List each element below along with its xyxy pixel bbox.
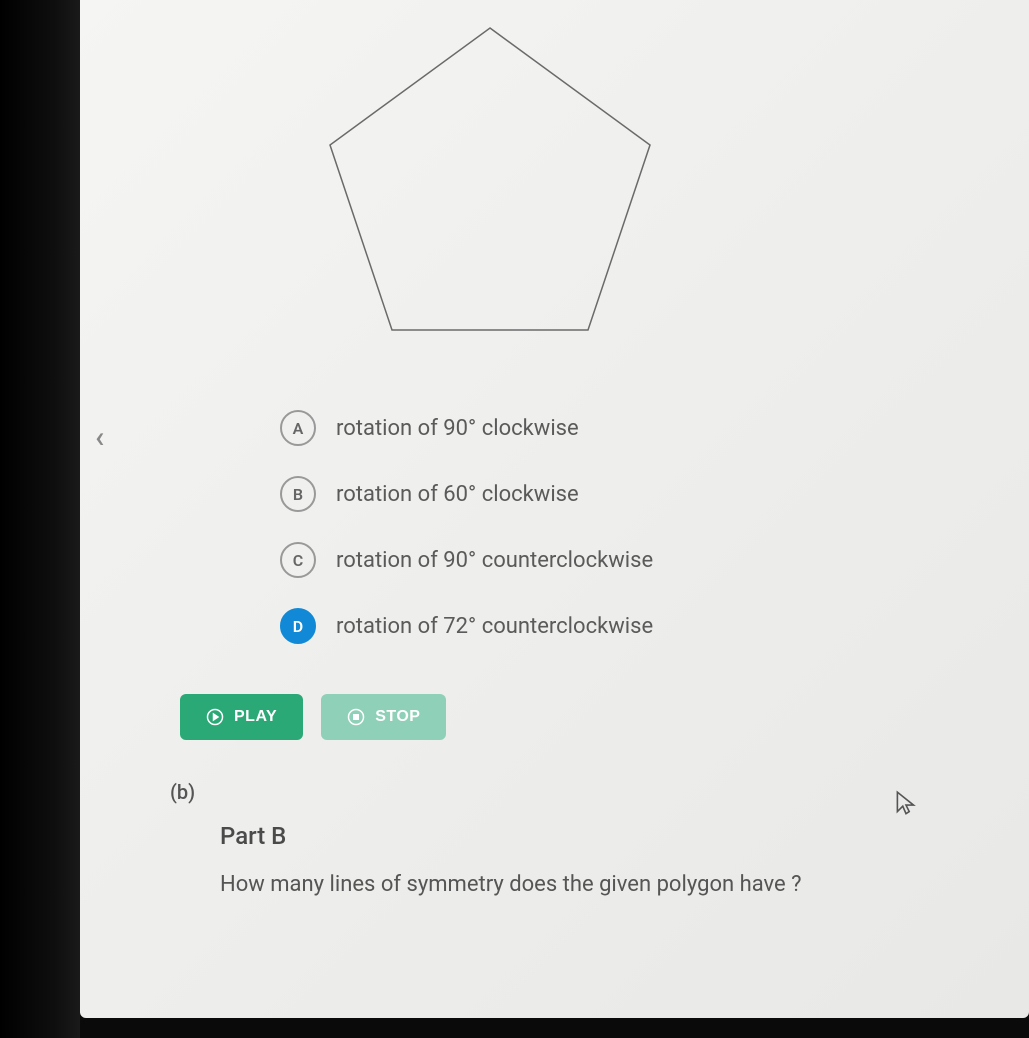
option-letter-c: C xyxy=(280,542,316,578)
question-panel: A rotation of 90° clockwise B rotation o… xyxy=(80,0,1029,1018)
option-letter-a: A xyxy=(280,410,316,446)
play-label: PLAY xyxy=(234,708,277,726)
cursor-icon xyxy=(893,790,919,822)
option-b[interactable]: B rotation of 60° clockwise xyxy=(280,476,989,512)
pentagon-svg xyxy=(320,20,660,340)
option-a[interactable]: A rotation of 90° clockwise xyxy=(280,410,989,446)
stop-icon xyxy=(347,708,365,726)
screen-frame: A rotation of 90° clockwise B rotation o… xyxy=(0,0,1029,1038)
option-text-b: rotation of 60° clockwise xyxy=(336,482,579,507)
stop-button[interactable]: STOP xyxy=(321,694,446,740)
left-dark-strip xyxy=(0,0,80,1038)
option-letter-d: D xyxy=(280,608,316,644)
part-b-title: Part B xyxy=(220,822,989,850)
option-c[interactable]: C rotation of 90° counterclockwise xyxy=(280,542,989,578)
pentagon-shape xyxy=(330,28,650,330)
media-controls: PLAY STOP xyxy=(180,694,989,740)
option-text-a: rotation of 90° clockwise xyxy=(336,416,579,441)
option-text-c: rotation of 90° counterclockwise xyxy=(336,548,653,573)
part-b-label: (b) xyxy=(170,780,989,804)
stop-label: STOP xyxy=(375,708,420,726)
part-b-question: How many lines of symmetry does the give… xyxy=(220,872,989,897)
pentagon-figure xyxy=(140,20,989,370)
option-text-d: rotation of 72° counterclockwise xyxy=(336,614,653,639)
play-icon xyxy=(206,708,224,726)
answer-options: A rotation of 90° clockwise B rotation o… xyxy=(140,370,989,644)
option-letter-b: B xyxy=(280,476,316,512)
prev-chevron-icon[interactable]: ‹ xyxy=(95,420,104,455)
play-button[interactable]: PLAY xyxy=(180,694,303,740)
option-d[interactable]: D rotation of 72° counterclockwise xyxy=(280,608,989,644)
